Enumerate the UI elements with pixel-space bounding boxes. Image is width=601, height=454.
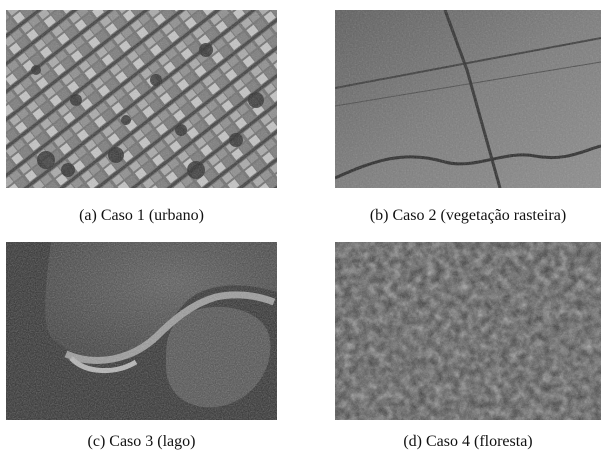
low-vegetation-aerial-image [335, 10, 601, 188]
low-vegetation-scene [335, 10, 601, 188]
forest-aerial-image [335, 242, 601, 420]
panel-c-caption: (c) Caso 3 (lago) [87, 433, 196, 450]
lake-scene [6, 242, 277, 420]
panel-d-caption: (d) Caso 4 (floresta) [403, 433, 533, 450]
urban-aerial-image [6, 10, 277, 188]
forest-scene [335, 242, 601, 420]
panel-b-caption: (b) Caso 2 (vegetação rasteira) [369, 207, 567, 224]
lake-aerial-image [6, 242, 277, 420]
urban-scene [6, 10, 277, 188]
panel-a-caption: (a) Caso 1 (urbano) [79, 207, 204, 224]
